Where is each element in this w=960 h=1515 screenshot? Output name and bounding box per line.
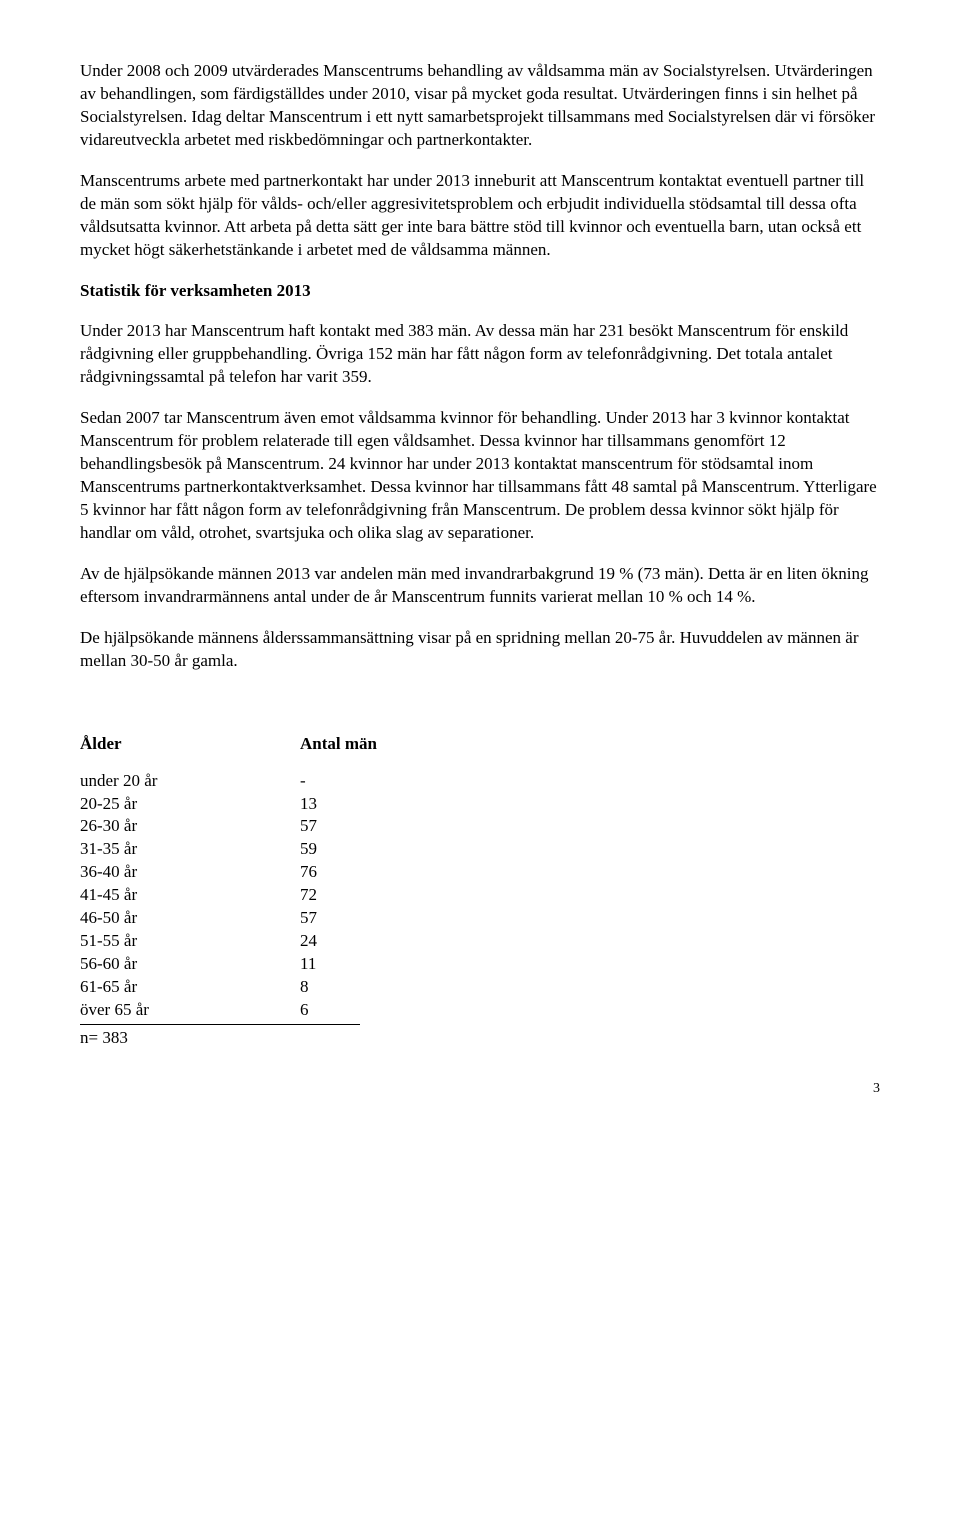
cell-age: 31-35 år xyxy=(80,838,300,861)
table-row: under 20 år- xyxy=(80,770,880,793)
table-total-row: n= 383 xyxy=(80,1024,360,1050)
cell-count: - xyxy=(300,770,440,793)
paragraph-5: Av de hjälpsökande männen 2013 var andel… xyxy=(80,563,880,609)
paragraph-2: Manscentrums arbete med partnerkontakt h… xyxy=(80,170,880,262)
table-row: 56-60 år11 xyxy=(80,953,880,976)
table-row: 31-35 år59 xyxy=(80,838,880,861)
cell-count: 8 xyxy=(300,976,440,999)
table-row: 20-25 år13 xyxy=(80,793,880,816)
header-count: Antal män xyxy=(300,733,440,756)
table-header-row: Ålder Antal män xyxy=(80,733,880,756)
page-number: 3 xyxy=(80,1080,880,1099)
cell-count: 76 xyxy=(300,861,440,884)
table-row: 61-65 år8 xyxy=(80,976,880,999)
paragraph-4: Sedan 2007 tar Manscentrum även emot vål… xyxy=(80,407,880,545)
cell-age: 56-60 år xyxy=(80,953,300,976)
table-row: 26-30 år57 xyxy=(80,815,880,838)
cell-count: 72 xyxy=(300,884,440,907)
cell-count: 6 xyxy=(300,999,440,1022)
cell-age: 36-40 år xyxy=(80,861,300,884)
cell-count: 57 xyxy=(300,907,440,930)
table-row: 46-50 år57 xyxy=(80,907,880,930)
cell-count: 57 xyxy=(300,815,440,838)
cell-count: 59 xyxy=(300,838,440,861)
cell-age: 41-45 år xyxy=(80,884,300,907)
cell-age: 26-30 år xyxy=(80,815,300,838)
header-age: Ålder xyxy=(80,733,300,756)
cell-age: 20-25 år xyxy=(80,793,300,816)
table-row: 41-45 år72 xyxy=(80,884,880,907)
table-row: 51-55 år24 xyxy=(80,930,880,953)
paragraph-6: De hjälpsökande männens ålderssammansätt… xyxy=(80,627,880,673)
cell-age: under 20 år xyxy=(80,770,300,793)
table-total: n= 383 xyxy=(80,1027,220,1050)
table-row: över 65 år6 xyxy=(80,999,880,1022)
cell-age: 61-65 år xyxy=(80,976,300,999)
cell-count: 24 xyxy=(300,930,440,953)
cell-age: 46-50 år xyxy=(80,907,300,930)
table-row: 36-40 år76 xyxy=(80,861,880,884)
cell-count: 13 xyxy=(300,793,440,816)
age-table: Ålder Antal män under 20 år-20-25 år1326… xyxy=(80,733,880,1050)
cell-age: 51-55 år xyxy=(80,930,300,953)
cell-count: 11 xyxy=(300,953,440,976)
paragraph-1: Under 2008 och 2009 utvärderades Manscen… xyxy=(80,60,880,152)
cell-age: över 65 år xyxy=(80,999,300,1022)
paragraph-3: Under 2013 har Manscentrum haft kontakt … xyxy=(80,320,880,389)
heading-statistics: Statistik för verksamheten 2013 xyxy=(80,280,880,303)
